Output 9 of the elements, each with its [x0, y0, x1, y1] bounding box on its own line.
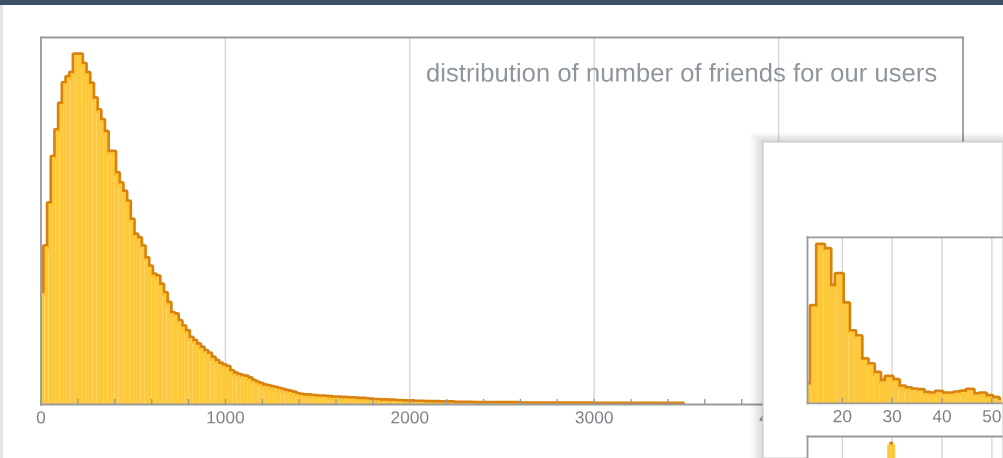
x-tick-label: 30: [883, 410, 902, 423]
x-tick-label: 40: [932, 410, 951, 423]
x-tick-label: 3000: [575, 411, 613, 424]
chart-title: distribution of number of friends for our users: [427, 62, 937, 82]
x-tick-label: 2000: [391, 411, 429, 424]
x-tick-label: 1000: [207, 411, 245, 424]
x-tick-label: 50: [982, 410, 1001, 423]
x-tick-label: 20: [833, 410, 852, 423]
x-tick-label: 0: [36, 411, 46, 424]
